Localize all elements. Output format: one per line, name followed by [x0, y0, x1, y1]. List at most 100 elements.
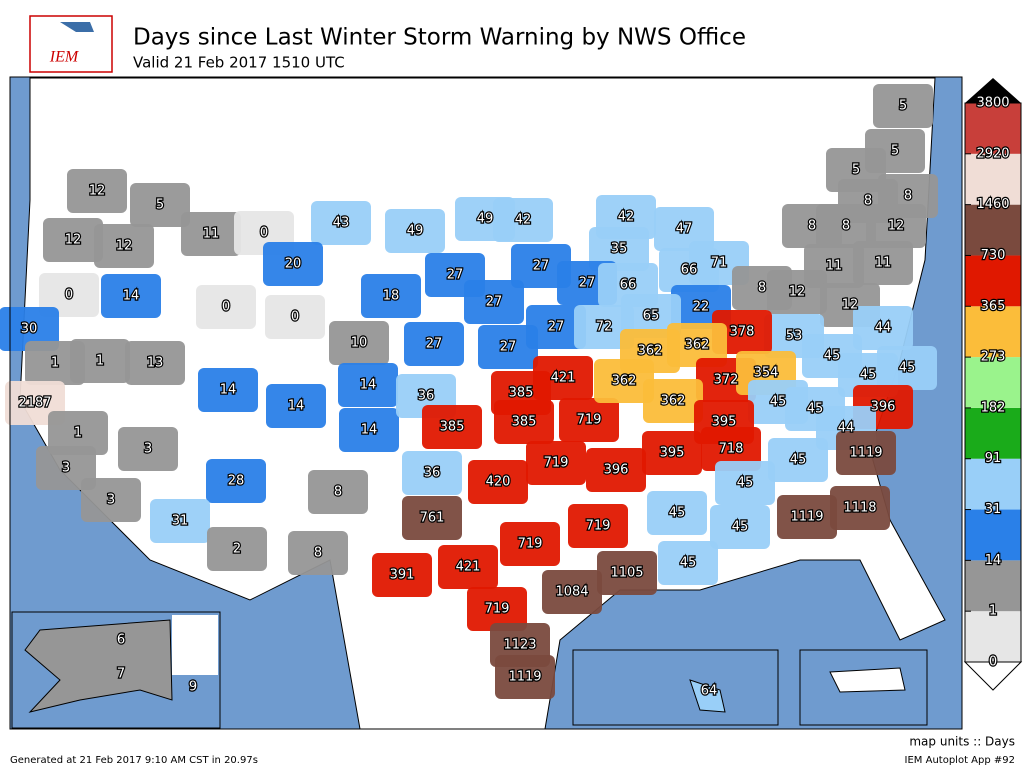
- region-label: 8: [864, 194, 872, 209]
- subtitle: Valid 21 Feb 2017 1510 UTC: [133, 54, 345, 72]
- region: [533, 356, 593, 400]
- region: [495, 655, 555, 699]
- region: [511, 244, 571, 288]
- region-label: 354: [754, 366, 779, 381]
- region: [816, 204, 876, 248]
- map-frame: [9, 76, 963, 730]
- region-label: 45: [680, 556, 697, 571]
- region-label: 0: [291, 310, 299, 325]
- region: [36, 446, 96, 490]
- region-label: 49: [407, 224, 424, 239]
- region-label: 45: [737, 476, 754, 491]
- regions: [0, 84, 938, 699]
- region: [589, 227, 649, 271]
- region-label: 12: [89, 184, 106, 199]
- region-label: 421: [551, 371, 576, 386]
- region: [402, 496, 462, 540]
- region: [542, 570, 602, 614]
- region: [667, 323, 727, 367]
- region: [404, 322, 464, 366]
- region-label: 395: [660, 446, 685, 461]
- region-label: 14: [220, 383, 237, 398]
- region-label: 12: [116, 239, 133, 254]
- region: [654, 207, 714, 251]
- colorbar-bin: [965, 103, 1021, 154]
- canada-land: [172, 615, 218, 675]
- region: [263, 242, 323, 286]
- region: [101, 274, 161, 318]
- region-label: 27: [486, 295, 503, 310]
- insets: [11, 611, 928, 729]
- colorbar-tick-label: 2920: [976, 146, 1009, 161]
- region: [586, 448, 646, 492]
- region-label: 45: [732, 520, 749, 535]
- region: [311, 201, 371, 245]
- region: [198, 368, 258, 412]
- region: [804, 244, 864, 288]
- region-label: 5: [899, 99, 907, 114]
- region-label: 362: [685, 338, 710, 353]
- region-label: 7: [117, 667, 125, 682]
- region-label: 8: [758, 281, 766, 296]
- colorbar-tick-label: 14: [985, 553, 1002, 568]
- region: [266, 384, 326, 428]
- colorbar-tick-label: 3800: [976, 96, 1009, 111]
- region-label: 0: [65, 288, 73, 303]
- colorbar-bin: [965, 560, 1021, 612]
- region-label: 45: [790, 453, 807, 468]
- region-label: 5: [891, 144, 899, 159]
- region-label: 8: [808, 219, 816, 234]
- region: [647, 491, 707, 535]
- hawaii-land: [689, 679, 726, 713]
- region: [493, 198, 553, 242]
- region-label: 71: [711, 256, 728, 271]
- region: [621, 294, 681, 338]
- region-label: 0: [260, 226, 268, 241]
- region: [526, 305, 586, 349]
- region: [206, 459, 266, 503]
- region-label: 6: [117, 633, 125, 648]
- region: [597, 551, 657, 595]
- region-label: 378: [730, 325, 755, 340]
- region-label: 45: [824, 349, 841, 364]
- region-label: 385: [440, 420, 465, 435]
- region: [81, 478, 141, 522]
- colorbar-tick-label: 0: [989, 655, 997, 670]
- region: [438, 545, 498, 589]
- region: [559, 398, 619, 442]
- region: [329, 321, 389, 365]
- region: [715, 461, 775, 505]
- region: [94, 224, 154, 268]
- region-label: 30: [21, 322, 38, 337]
- region-label: 8: [904, 189, 912, 204]
- region-label: 49: [477, 212, 494, 227]
- region-label: 14: [361, 423, 378, 438]
- colorbar-bin: [965, 255, 1021, 307]
- region-label: 45: [770, 395, 787, 410]
- region-label: 421: [456, 560, 481, 575]
- region-label: 719: [485, 602, 510, 617]
- region-label: 1: [51, 356, 59, 371]
- region: [478, 325, 538, 369]
- region-label: 31: [172, 514, 189, 529]
- region-label: 420: [486, 475, 511, 490]
- region: [467, 587, 527, 631]
- region: [43, 218, 103, 262]
- region-label: 14: [360, 378, 377, 393]
- region: [125, 341, 185, 385]
- colorbar-bin: [965, 611, 1021, 662]
- colorbar-top-arrow: [965, 78, 1021, 103]
- region-label: 27: [533, 259, 550, 274]
- region: [0, 307, 59, 351]
- region: [568, 504, 628, 548]
- region-label: 1084: [555, 585, 588, 600]
- region-label: 719: [586, 519, 611, 534]
- generated-note: Generated at 21 Feb 2017 9:10 AM CST in …: [10, 755, 258, 766]
- region-label: 27: [447, 268, 464, 283]
- logo: IEM: [29, 15, 113, 73]
- region-label: 66: [681, 263, 698, 278]
- region: [777, 495, 837, 539]
- region-label: 372: [714, 373, 739, 388]
- pr-land: [829, 667, 906, 693]
